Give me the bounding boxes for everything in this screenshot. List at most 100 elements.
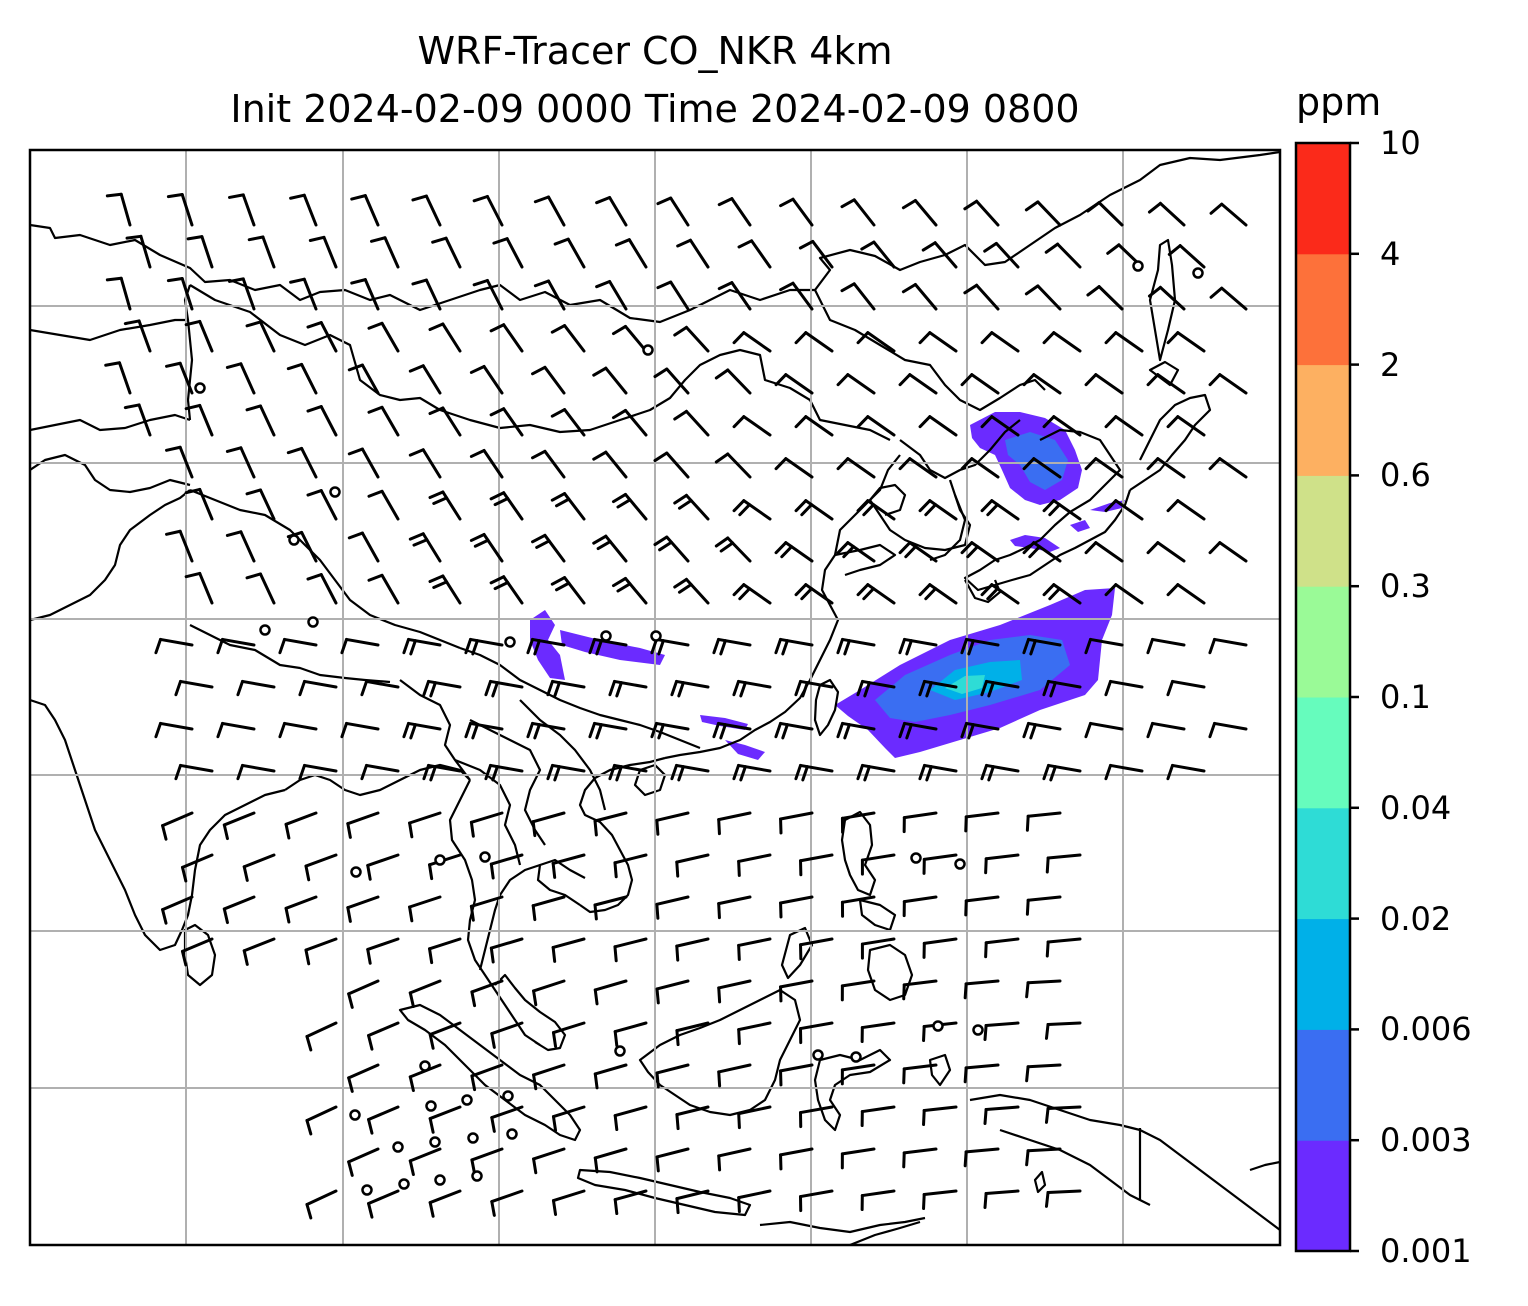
cambodia-coast	[536, 858, 586, 906]
wind-barb-flag	[677, 765, 685, 782]
wind-barb-staff	[604, 366, 628, 395]
wind-barb-flag	[1147, 285, 1162, 298]
wind-barb-flag	[104, 361, 121, 367]
wind-barb-flag	[774, 373, 788, 387]
wind-barb-staff	[964, 895, 1000, 903]
wind-barb-flag	[732, 763, 740, 781]
wind-barb-staff	[1026, 637, 1062, 647]
wind-barb	[346, 811, 380, 839]
wind-barb-flag	[411, 194, 428, 202]
wind-barb-flag	[551, 1199, 558, 1216]
wind-barb-flag	[428, 1033, 435, 1050]
wind-barb	[1086, 201, 1124, 227]
wind-barb-flag	[737, 1196, 741, 1214]
india-nepal-border	[189, 624, 391, 684]
colorbar-tick-label: 4	[1380, 234, 1401, 273]
wind-barb-staff	[902, 1063, 938, 1071]
wind-barb	[592, 534, 628, 563]
wind-barb	[284, 811, 318, 840]
wind-barb-staff	[444, 236, 462, 269]
wind-barb	[902, 811, 938, 834]
wind-barb	[551, 1021, 586, 1048]
wind-barb-staff	[532, 979, 566, 993]
wind-barb-staff	[922, 1189, 958, 1197]
wind-barb	[980, 499, 1020, 521]
wind-barb-flag	[531, 533, 547, 544]
wind-barb-staff	[778, 637, 814, 647]
wind-barb-staff	[488, 763, 524, 773]
wind-barb-flag	[714, 368, 730, 380]
wind-barb-flag	[1084, 721, 1092, 739]
wind-barb	[222, 811, 256, 841]
calm-wind-circle	[398, 1178, 410, 1190]
wind-barb	[656, 280, 690, 311]
wind-barb-flag	[856, 415, 870, 429]
wind-barb-flag	[1042, 415, 1056, 429]
wind-barb-staff	[178, 361, 194, 395]
wind-barb	[732, 763, 772, 782]
wind-barb	[1146, 541, 1186, 563]
wind-barb-flag	[588, 637, 596, 655]
wind-barb-staff	[302, 193, 318, 227]
wind-barb-flag	[918, 679, 926, 697]
wind-barb-flag	[925, 765, 933, 782]
wind-barb-flag	[737, 1112, 741, 1130]
wind-barb	[225, 530, 256, 563]
wind-barb	[408, 1147, 442, 1177]
wind-barb-flag	[901, 199, 917, 210]
calm-wind-circle	[194, 382, 206, 394]
wind-barb-staff	[665, 367, 690, 395]
wind-barb	[186, 235, 214, 269]
colorbar-tick-label: 2	[1380, 345, 1401, 384]
wind-barb-flag	[429, 765, 437, 782]
wind-barb	[308, 235, 338, 269]
wind-barb	[125, 234, 152, 269]
wind-barb	[180, 937, 214, 967]
wind-barb-staff	[198, 571, 214, 605]
wind-barb-staff	[1114, 583, 1144, 605]
wind-barb	[165, 361, 194, 395]
wind-barb-staff	[543, 533, 566, 563]
wind-barb-staff	[717, 979, 752, 990]
wind-barb	[593, 1063, 628, 1090]
wind-barb-staff	[840, 1063, 876, 1072]
wind-barb-staff	[1156, 457, 1186, 479]
wind-barb-staff	[675, 1189, 710, 1201]
wind-barb-staff	[922, 937, 958, 945]
wind-barb	[655, 1147, 690, 1173]
india-west-coast	[30, 698, 286, 952]
wind-barbs	[104, 192, 1248, 1220]
wind-barb-flag	[836, 457, 850, 471]
wind-barb-flag	[1025, 1065, 1030, 1083]
wind-barb-staff	[363, 278, 380, 311]
wind-barb-staff	[840, 1147, 876, 1156]
wind-barb-flag	[856, 583, 870, 597]
wind-barb	[732, 679, 772, 698]
wind-barb	[408, 448, 442, 479]
wind-barb	[402, 721, 442, 740]
wind-barb	[533, 195, 566, 227]
maluku	[928, 1053, 952, 1087]
wind-barb-staff	[241, 277, 256, 311]
wind-barb	[526, 721, 566, 740]
wind-barb-staff	[300, 446, 318, 479]
wind-barb-staff	[222, 895, 256, 911]
wind-barb-staff	[784, 373, 814, 395]
wind-barb	[717, 895, 752, 920]
wind-barb-flag	[245, 572, 262, 580]
wind-barb	[613, 937, 648, 963]
wind-barb-staff	[346, 811, 380, 826]
colorbar-tick-label: 0.003	[1380, 1121, 1472, 1160]
wind-barb-flag	[123, 403, 141, 410]
calm-wind-circle	[954, 858, 966, 870]
wind-barb	[1042, 499, 1082, 521]
wind-barb-flag	[902, 983, 906, 1001]
calm-wind-circle	[600, 630, 612, 642]
wind-barb	[402, 637, 442, 656]
wind-barb-staff	[1170, 679, 1206, 689]
wind-barb-flag	[863, 681, 871, 698]
wind-barb-staff	[547, 279, 566, 311]
wind-barb	[779, 895, 814, 919]
borneo	[638, 988, 802, 1117]
wind-barb-flag	[967, 723, 975, 740]
